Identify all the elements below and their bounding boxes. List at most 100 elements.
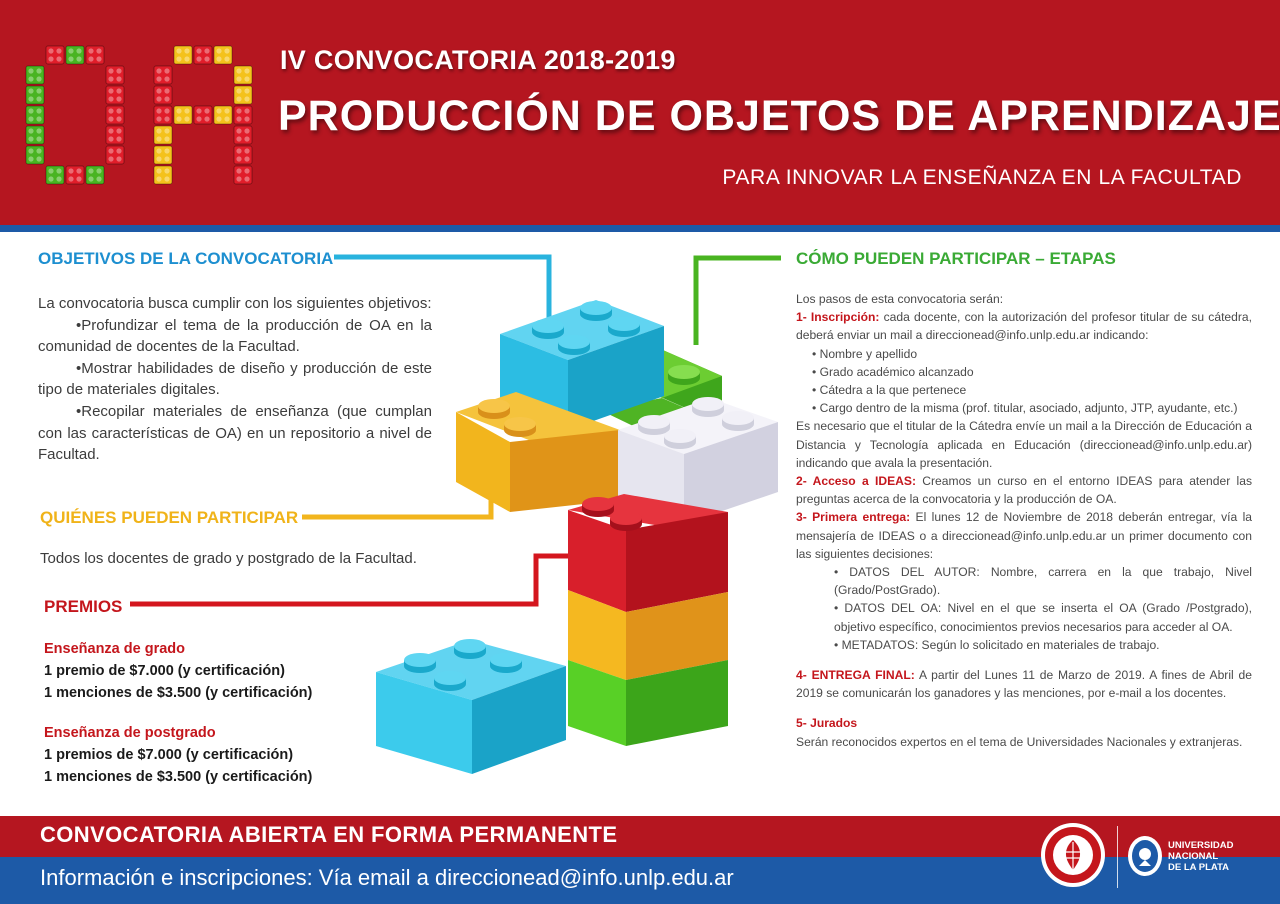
logo-brick-stud [244, 168, 250, 174]
logo-brick-stud [28, 88, 34, 94]
logo-brick-stud [156, 96, 162, 102]
logo-brick-stud [116, 88, 122, 94]
logo-brick [173, 105, 193, 125]
logo-brick-stud [116, 108, 122, 114]
logo-brick-stud [216, 56, 222, 62]
logo-brick-stud [184, 116, 190, 122]
page-subtitle: PARA INNOVAR LA ENSEÑANZA EN LA FACULTAD [722, 166, 1242, 189]
logo-brick-stud [108, 68, 114, 74]
logo-brick-stud [116, 68, 122, 74]
connector-lines [130, 254, 781, 607]
quienes-heading: QUIÉNES PUEDEN PARTICIPAR [40, 508, 299, 527]
logo-brick-stud [96, 168, 102, 174]
logo-brick-stud [28, 128, 34, 134]
logo-brick-stud [116, 96, 122, 102]
logo-brick-stud [28, 116, 34, 122]
logo-brick-stud [236, 176, 242, 182]
logo-brick-stud [36, 116, 42, 122]
footer-contact-info: Información e inscripciones: Vía email a… [40, 865, 734, 890]
logo-brick [153, 165, 173, 185]
logo-brick [233, 165, 253, 185]
logo-brick-stud [36, 148, 42, 154]
logo-brick-stud [236, 148, 242, 154]
etapas-heading: CÓMO PUEDEN PARTICIPAR – ETAPAS [796, 249, 1116, 268]
step-3-item: • METADATOS: Según lo solicitado en mate… [834, 637, 1160, 652]
unlp-seal-logo [1128, 836, 1162, 876]
step-5-label: 5- Jurados [796, 716, 858, 731]
logo-brick-stud [164, 156, 170, 162]
logo-brick-stud [108, 128, 114, 134]
logo-brick [25, 85, 45, 105]
logo-brick-stud [196, 48, 202, 54]
logo-brick-stud [108, 116, 114, 122]
step-1-item: • Cátedra a la que pertenece [812, 383, 967, 398]
logo-brick-stud [164, 76, 170, 82]
logo-brick-stud [88, 168, 94, 174]
logo-brick [105, 65, 125, 85]
logo-brick [153, 65, 173, 85]
logo-brick-stud [36, 156, 42, 162]
logo-brick-stud [224, 48, 230, 54]
logo-brick-stud [204, 48, 210, 54]
logo-brick-stud [156, 68, 162, 74]
etapas-intro: Los pasos de esta convocatoria serán: [796, 292, 1004, 306]
logo-brick-stud [156, 128, 162, 134]
logo-brick-stud [108, 156, 114, 162]
logo-brick-stud [68, 176, 74, 182]
logo-brick-stud [116, 136, 122, 142]
logo-brick-stud [96, 48, 102, 54]
logo-brick-stud [56, 48, 62, 54]
logo-brick-stud [164, 176, 170, 182]
logo-brick-stud [76, 56, 82, 62]
logo-brick-stud [156, 108, 162, 114]
logo-brick-stud [236, 96, 242, 102]
logo-brick [105, 125, 125, 145]
logo-brick-stud [108, 96, 114, 102]
logo-brick-stud [28, 136, 34, 142]
logo-brick-stud [236, 76, 242, 82]
logo-brick-stud [96, 56, 102, 62]
logo-brick-stud [184, 108, 190, 114]
prize-line: 1 premios de $7.000 (y certificación) [44, 747, 294, 763]
logo-brick-stud [224, 56, 230, 62]
etapas-body: Los pasos de esta convocatoria serán: 1-… [796, 290, 1252, 751]
logo-brick-stud [116, 116, 122, 122]
logo-brick [105, 145, 125, 165]
logo-brick-stud [244, 156, 250, 162]
logo-brick-stud [164, 88, 170, 94]
logo-brick [153, 145, 173, 165]
logo-brick-stud [28, 148, 34, 154]
spacer [796, 702, 1252, 714]
logo-brick [105, 105, 125, 125]
logo-brick-stud [68, 56, 74, 62]
step-1-item: • Grado académico alcanzado [812, 364, 974, 379]
logo-brick-stud [244, 88, 250, 94]
logo-brick [213, 45, 233, 65]
prize-line: 1 menciones de $3.500 (y certificación) [44, 769, 313, 785]
logo-brick-stud [28, 156, 34, 162]
university-name-line: DE LA PLATA [1168, 862, 1230, 873]
objetivos-body: La convocatoria busca cumplir con los si… [38, 293, 432, 466]
logo-brick-stud [176, 56, 182, 62]
step-1-text: cada docente, con la autorización del pr… [796, 310, 1252, 343]
logo-brick-stud [224, 108, 230, 114]
logo-brick-stud [236, 168, 242, 174]
logo-brick-stud [156, 88, 162, 94]
spacer [796, 654, 1252, 666]
logo-brick-stud [56, 56, 62, 62]
logo-brick-stud [28, 108, 34, 114]
objetivos-heading: OBJETIVOS DE LA CONVOCATORIA [38, 249, 334, 268]
logo-brick [233, 65, 253, 85]
logo-brick-stud [216, 108, 222, 114]
logo-brick [233, 85, 253, 105]
logo-brick-stud [116, 128, 122, 134]
logo-brick [213, 105, 233, 125]
faculty-seal-logo [1041, 823, 1105, 887]
logo-brick [65, 45, 85, 65]
logo-brick-stud [224, 116, 230, 122]
logo-brick-stud [164, 136, 170, 142]
footer-title: CONVOCATORIA ABIERTA EN FORMA PERMANENTE [40, 822, 618, 847]
logo-brick-stud [236, 136, 242, 142]
logo-brick-stud [156, 136, 162, 142]
logo-brick-stud [88, 56, 94, 62]
